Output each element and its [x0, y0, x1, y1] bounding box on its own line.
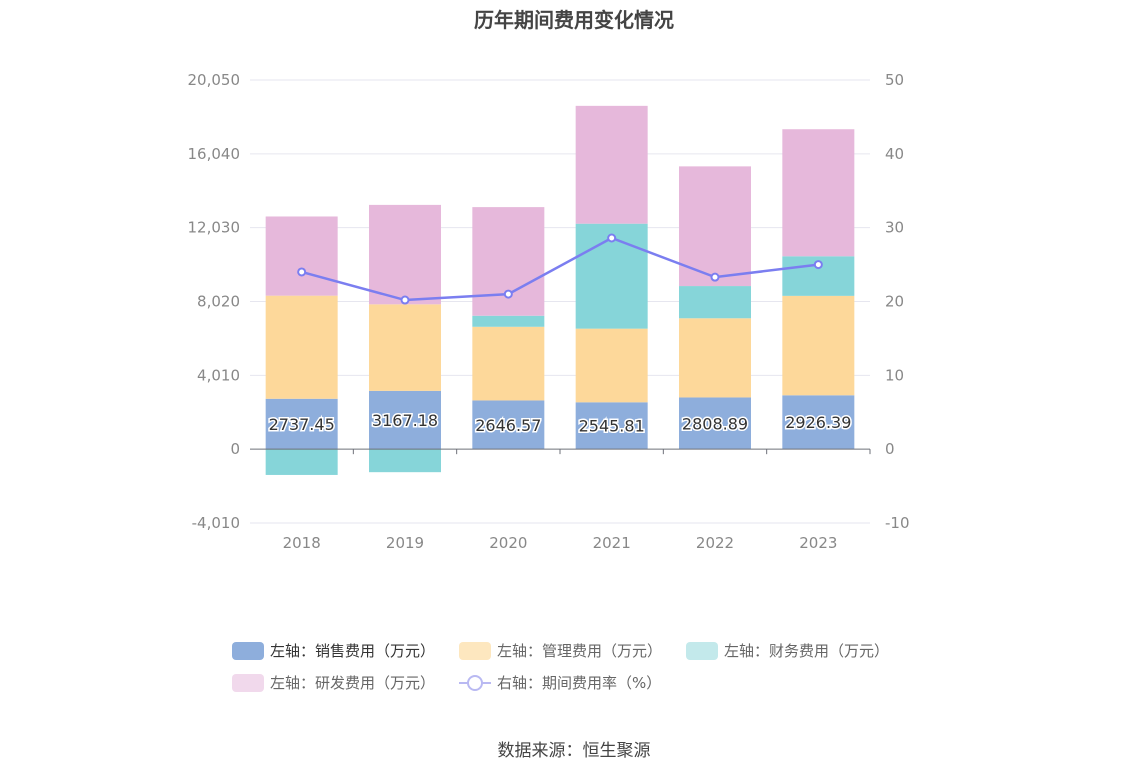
bar-finance: [369, 449, 441, 473]
right-axis-tick-label: 50: [885, 71, 904, 89]
line-rate-point: [813, 260, 823, 270]
legend-label-rnd: 左轴：研发费用（万元）: [270, 674, 436, 692]
bar-sales: [679, 397, 751, 450]
bar-rnd: [679, 166, 751, 287]
right-axis-tick-label: 10: [885, 366, 904, 384]
bar-admin: [265, 295, 338, 399]
left-axis-tick-label: -4,010: [192, 514, 240, 532]
bar-rnd: [472, 207, 545, 316]
legend-label-finance: 左轴：财务费用（万元）: [724, 642, 890, 660]
bar-sales: [265, 398, 338, 450]
line-rate-point: [710, 272, 720, 282]
legend-item-admin[interactable]: 左轴：管理费用（万元）: [459, 640, 662, 661]
right-axis-tick-label: -10: [885, 514, 910, 532]
bar-sales: [575, 402, 648, 450]
x-axis-tick-label: 2018: [283, 534, 321, 552]
legend-swatch-admin: [459, 641, 492, 660]
legend-item-rnd[interactable]: 左轴：研发费用（万元）: [232, 672, 435, 693]
bar-rnd: [369, 204, 441, 305]
data-label-sales: 2808.89: [682, 414, 748, 433]
x-axis-tick-label: 2020: [489, 534, 527, 552]
bar-admin: [472, 326, 545, 401]
legend-item-rate[interactable]: 右轴：期间费用率（%）: [459, 672, 661, 693]
legend-swatch-rate: [459, 674, 492, 692]
legend-swatch-rnd: [232, 673, 264, 692]
legend-label-sales: 左轴：销售费用（万元）: [270, 642, 436, 660]
bar-admin: [369, 304, 441, 391]
bar-finance: [265, 449, 338, 475]
line-rate-point: [607, 233, 617, 243]
bar-admin: [782, 295, 855, 396]
bar-rnd: [575, 105, 648, 224]
data-source: 数据来源：恒生聚源: [497, 741, 651, 761]
x-axis-tick-label: 2019: [386, 534, 424, 552]
data-label-sales: 2926.39: [785, 413, 851, 432]
legend-row-2: 左轴：研发费用（万元） 右轴：期间费用率（%）: [232, 672, 661, 693]
legend-item-finance[interactable]: 左轴：财务费用（万元）: [686, 640, 889, 661]
bar-sales: [369, 390, 441, 450]
bar-admin: [575, 328, 648, 403]
x-axis-tick-label: 2021: [593, 534, 631, 552]
left-axis-tick-label: 0: [230, 440, 240, 458]
legend-swatch-finance: [686, 641, 719, 660]
right-axis-tick-label: 40: [885, 145, 904, 163]
bar-admin: [679, 318, 751, 398]
right-axis-tick-label: 30: [885, 219, 904, 237]
line-rate-point: [503, 289, 513, 299]
bar-rnd: [782, 129, 855, 257]
bar-rnd: [265, 216, 338, 296]
data-label-sales: 2737.45: [269, 415, 335, 434]
left-axis-tick-label: 16,040: [188, 145, 241, 163]
bar-finance: [679, 286, 751, 319]
left-axis-tick-label: 12,030: [188, 219, 241, 237]
left-axis-tick-label: 20,050: [188, 71, 241, 89]
legend-item-sales[interactable]: 左轴：销售费用（万元）: [232, 640, 435, 661]
left-axis-tick-label: 4,010: [197, 366, 240, 384]
line-rate-point: [400, 295, 410, 305]
right-axis-tick-label: 0: [885, 440, 895, 458]
chart-title: 历年期间费用变化情况: [474, 8, 674, 32]
x-axis-tick-label: 2022: [696, 534, 734, 552]
data-label-sales: 3167.18: [372, 411, 438, 430]
right-axis-tick-label: 20: [885, 293, 904, 311]
bar-finance: [472, 315, 545, 327]
legend-label-admin: 左轴：管理费用（万元）: [497, 642, 663, 660]
left-axis-tick-label: 8,020: [197, 293, 240, 311]
data-label-sales: 2646.57: [475, 416, 541, 435]
line-rate-point: [297, 267, 307, 277]
line-rate: [301, 236, 819, 302]
legend-row-1: 左轴：销售费用（万元） 左轴：管理费用（万元） 左轴：财务费用（万元）: [232, 640, 889, 661]
legend-swatch-sales: [232, 641, 264, 660]
bar-sales: [782, 395, 855, 450]
x-axis-tick-label: 2023: [799, 534, 837, 552]
bar-sales: [472, 400, 545, 450]
legend-label-rate: 右轴：期间费用率（%）: [497, 674, 662, 692]
data-label-sales: 2545.81: [579, 417, 645, 436]
